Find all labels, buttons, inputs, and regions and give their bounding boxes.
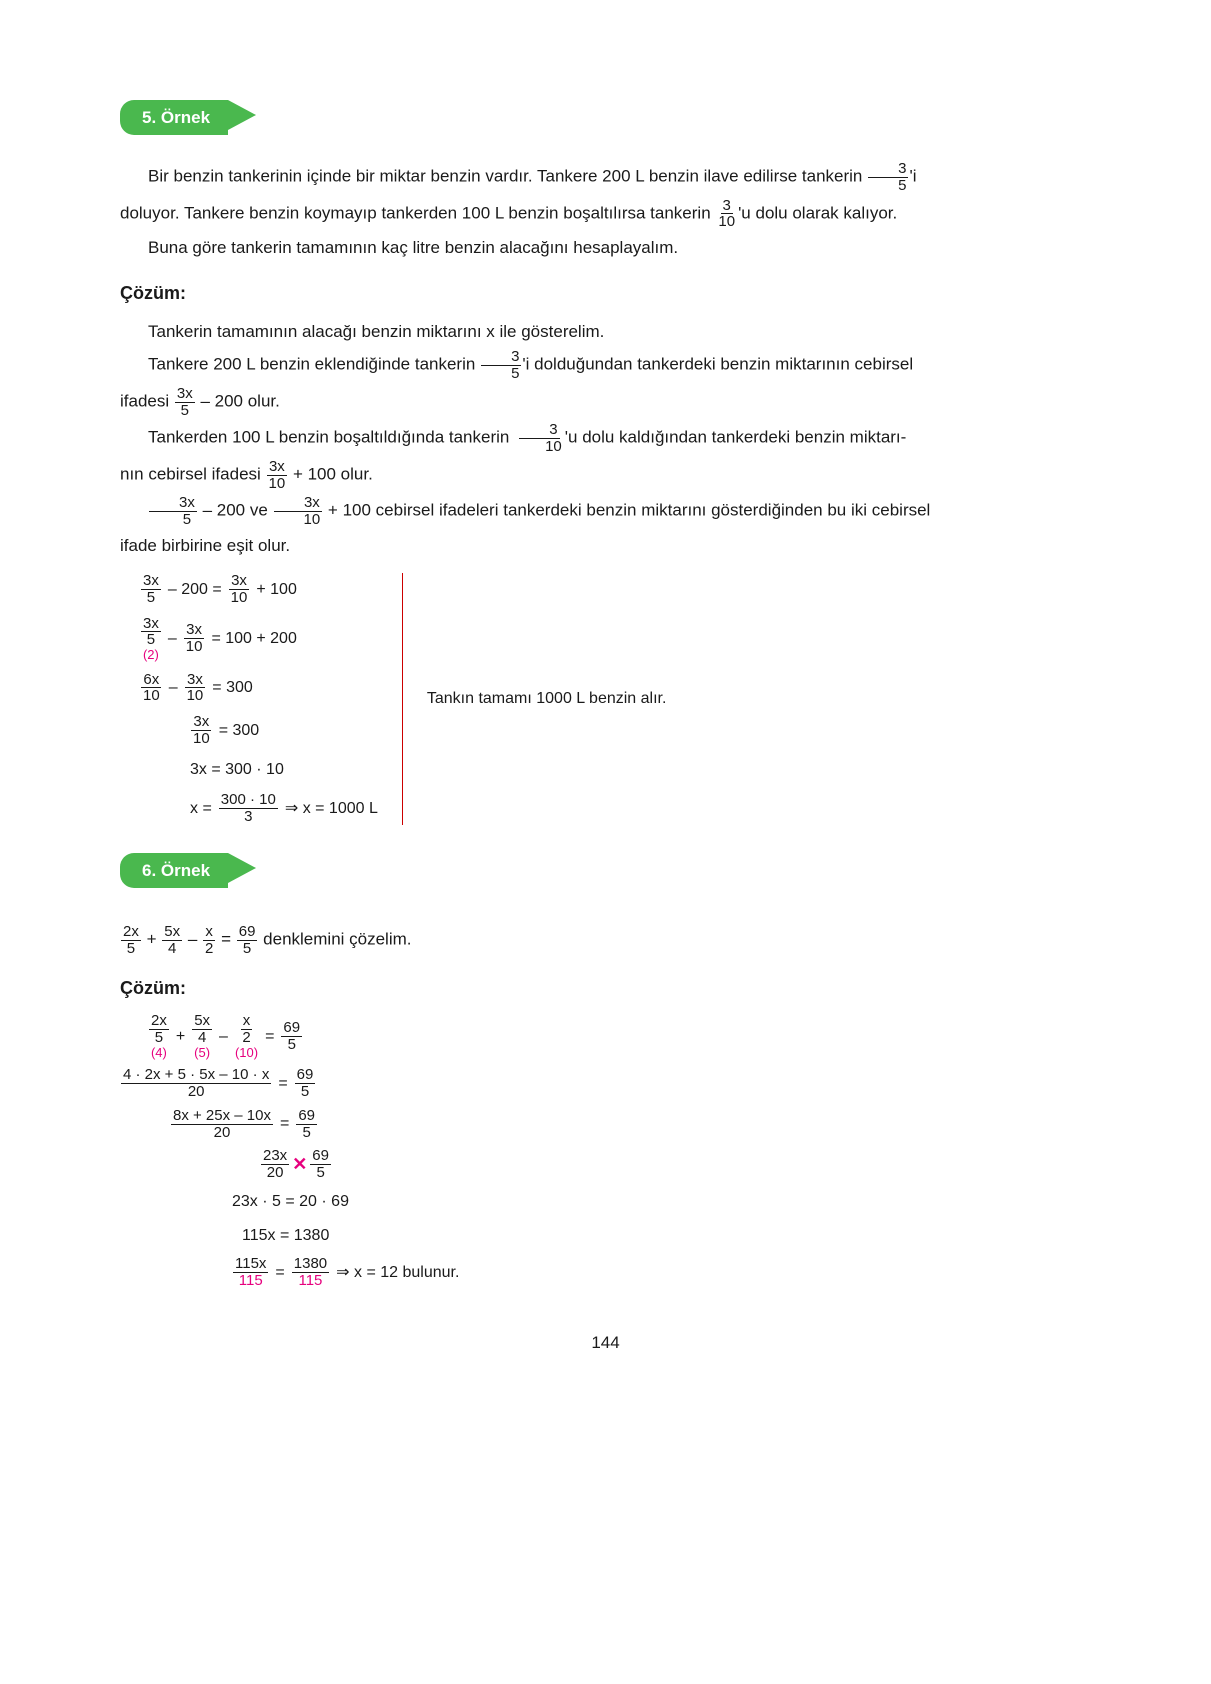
ex6-equation-block: 2x5(4) + 5x4(5) – x2(10) = 695 4 · 2x + …	[120, 1013, 1091, 1288]
ex6-p1: 2x5 + 5x4 – x2 = 695 denklemini çözelim.	[120, 924, 1091, 957]
ex6-row-6: 115x = 1380	[242, 1223, 1091, 1249]
fraction-3-10: 310	[716, 198, 737, 231]
fraction-x-2: x2	[203, 924, 215, 957]
text: doluyor. Tankere benzin koymayıp tankerd…	[120, 203, 715, 222]
ex6-row-5: 23x · 5 = 20 · 69	[232, 1189, 1091, 1215]
eq-row-4: 3x10 = 300	[190, 714, 378, 747]
text: Tankere 200 L benzin eklendiğinde tanker…	[148, 355, 480, 374]
fraction-3-5: 35	[481, 349, 521, 382]
ex5-s2: Tankere 200 L benzin eklendiğinde tanker…	[120, 349, 1091, 382]
ex5-s1: Tankerin tamamının alacağı benzin miktar…	[120, 318, 1091, 345]
text: + 100 olur.	[288, 465, 373, 484]
fraction-3-5: 35	[868, 161, 908, 194]
ex5-equation-block: 3x5 – 200 = 3x10 + 100 3x5(2) – 3x10 = 1…	[140, 573, 1091, 825]
fraction-3x-5: 3x5	[175, 386, 195, 419]
text: 'i dolduğundan tankerdeki benzin miktarı…	[522, 355, 913, 374]
fraction-3x-10: 3x10	[267, 459, 288, 492]
ex5-s3: ifadesi 3x5 – 200 olur.	[120, 386, 1091, 419]
text: – 200 olur.	[196, 392, 280, 411]
ex5-s5: nın cebirsel ifadesi 3x10 + 100 olur.	[120, 459, 1091, 492]
ex5-p1: Bir benzin tankerinin içinde bir miktar …	[120, 161, 1091, 194]
eq-row-3: 6x10 – 3x10 = 300	[140, 672, 378, 705]
page-number: 144	[120, 1329, 1091, 1356]
text: 'i	[909, 167, 916, 186]
text: Tankerden 100 L benzin boşaltıldığında t…	[148, 428, 514, 447]
ex5-p3: Buna göre tankerin tamamının kaç litre b…	[120, 234, 1091, 261]
text: – 200 ve	[198, 501, 273, 520]
eq-row-5: 3x = 300 · 10	[190, 757, 378, 783]
text: ifadesi	[120, 392, 174, 411]
example-6-badge: 6. Örnek	[120, 853, 228, 888]
fraction-69-5: 695	[237, 924, 258, 957]
text: nın cebirsel ifadesi	[120, 465, 266, 484]
ex5-s7: ifade birbirine eşit olur.	[120, 532, 1091, 559]
ex5-eq-left: 3x5 – 200 = 3x10 + 100 3x5(2) – 3x10 = 1…	[140, 573, 403, 825]
example-5-badge: 5. Örnek	[120, 100, 228, 135]
text: 'u dolu olarak kalıyor.	[738, 203, 897, 222]
fraction-3x-10: 3x10	[274, 495, 323, 528]
ex6-row-2: 4 · 2x + 5 · 5x – 10 · x20 = 695	[120, 1067, 1091, 1100]
ex6-row-1: 2x5(4) + 5x4(5) – x2(10) = 695	[148, 1013, 1091, 1059]
ex6-row-3: 8x + 25x – 10x20 = 695	[170, 1108, 1091, 1141]
text: + 100 cebirsel ifadeleri tankerdeki benz…	[323, 501, 930, 520]
ex5-tank-note: Tankın tamamı 1000 L benzin alır.	[403, 686, 667, 712]
cross-multiply-icon: ✕	[292, 1150, 307, 1179]
ex5-cozum-heading: Çözüm:	[120, 279, 1091, 308]
text: 'u dolu kaldığından tankerdeki benzin mi…	[565, 428, 907, 447]
ex6-row-4-cross: 23x20 ✕ 695	[260, 1148, 1091, 1181]
ex6-cozum-heading: Çözüm:	[120, 974, 1091, 1003]
eq-row-2: 3x5(2) – 3x10 = 100 + 200	[140, 616, 378, 662]
text: Bir benzin tankerinin içinde bir miktar …	[148, 167, 867, 186]
ex5-s4: Tankerden 100 L benzin boşaltıldığında t…	[120, 422, 1091, 455]
text: denklemini çözelim.	[263, 930, 411, 949]
fraction-3x-5: 3x5	[149, 495, 197, 528]
fraction-3-10: 310	[515, 422, 564, 455]
fraction-5x-4: 5x4	[162, 924, 182, 957]
fraction-2x-5: 2x5	[121, 924, 141, 957]
ex5-s6: 3x5 – 200 ve 3x10 + 100 cebirsel ifadele…	[120, 495, 1091, 528]
ex5-p2: doluyor. Tankere benzin koymayıp tankerd…	[120, 198, 1091, 231]
eq-row-6: x = 300 · 103 ⇒ x = 1000 L	[190, 792, 378, 825]
ex6-row-7: 115x115 = 1380115 ⇒ x = 12 bulunur.	[232, 1256, 1091, 1289]
eq-row-1: 3x5 – 200 = 3x10 + 100	[140, 573, 378, 606]
